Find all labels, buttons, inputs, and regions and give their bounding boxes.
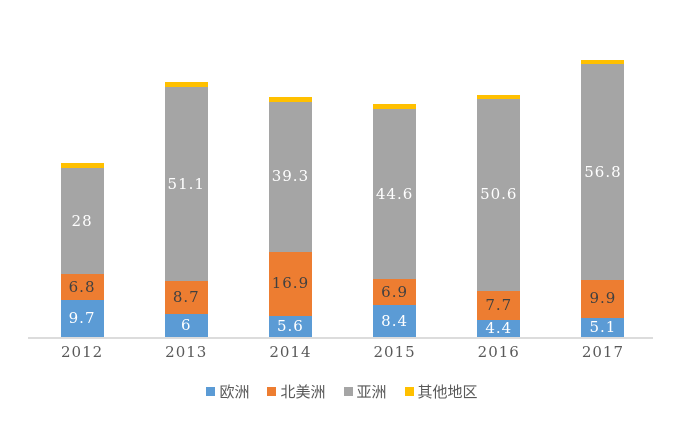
legend-item-north-america: 北美洲 (267, 381, 326, 402)
legend-label-other-regions: 其他地区 (417, 383, 478, 401)
bar-segment-north-america: 6.9 (373, 278, 417, 306)
legend-item-europe: 欧洲 (206, 381, 249, 402)
bar-segment-europe: 9.7 (60, 300, 104, 337)
bar-column-2015: 44.6 6.9 8.4 (343, 0, 447, 337)
bar-segment-other-regions (373, 104, 417, 110)
stacked-bar-2013: 51.1 8.7 6 (164, 82, 208, 337)
bar-segment-asia: 51.1 (164, 86, 208, 282)
x-axis-labels: 2012 2013 2014 2015 2016 2017 (30, 343, 655, 361)
data-label-asia-2015: 44.6 (375, 184, 414, 203)
bar-segment-europe: 5.6 (268, 315, 312, 337)
x-axis-line (28, 337, 653, 339)
legend-swatch-icon (267, 387, 277, 396)
bar-column-2012: 28 6.8 9.7 (30, 0, 134, 337)
legend-item-other-regions: 其他地区 (404, 381, 478, 402)
x-axis-label-2013: 2013 (165, 343, 208, 361)
bar-segment-asia: 50.6 (477, 98, 521, 292)
stacked-bar-2012: 28 6.8 9.7 (60, 163, 104, 337)
bar-segment-asia: 28 (60, 167, 104, 275)
bar-segment-north-america: 16.9 (268, 251, 312, 316)
bar-segment-europe: 5.1 (581, 317, 625, 337)
legend-label-asia: 亚洲 (356, 383, 387, 401)
x-axis-label-2017: 2017 (581, 343, 625, 361)
bar-segment-other-regions (60, 163, 104, 168)
legend: 欧洲 北美洲 亚洲 其他地区 (0, 381, 684, 402)
bar-segment-asia: 44.6 (373, 109, 417, 279)
data-label-asia-2013: 51.1 (167, 174, 205, 193)
stacked-bar-2015: 44.6 6.9 8.4 (373, 104, 417, 337)
bar-column-2016: 50.6 7.7 4.4 (447, 0, 551, 337)
bar-segment-north-america: 9.9 (581, 280, 625, 318)
data-label-asia-2016: 50.6 (480, 185, 518, 204)
data-label-europe-2013: 6 (180, 316, 192, 335)
x-axis-label-2016: 2016 (477, 343, 520, 361)
bar-column-2017: 56.8 9.9 5.1 (551, 0, 655, 337)
stacked-bar-2014: 39.3 16.9 5.6 (268, 96, 312, 337)
legend-swatch-icon (404, 387, 414, 396)
bar-segment-other-regions (581, 60, 625, 65)
stacked-bar-2017: 56.8 9.9 5.1 (581, 60, 625, 337)
legend-swatch-icon (343, 387, 353, 396)
data-label-north-america-2016: 7.7 (485, 296, 513, 315)
x-axis-label-2015: 2015 (373, 343, 416, 361)
bar-segment-north-america: 7.7 (477, 291, 521, 321)
data-label-asia-2017: 56.8 (584, 162, 622, 181)
data-label-asia-2014: 39.3 (271, 167, 310, 186)
bar-segment-asia: 39.3 (268, 102, 312, 252)
data-label-asia-2012: 28 (71, 211, 93, 230)
data-label-north-america-2014: 16.9 (271, 274, 310, 293)
data-label-europe-2017: 5.1 (589, 317, 617, 336)
data-label-north-america-2017: 9.9 (589, 289, 617, 308)
data-label-north-america-2012: 6.8 (68, 277, 96, 296)
x-axis-label-2014: 2014 (269, 343, 312, 361)
data-label-europe-2012: 9.7 (68, 309, 96, 328)
stacked-bar-2016: 50.6 7.7 4.4 (477, 94, 521, 338)
bar-segment-other-regions (477, 94, 521, 99)
bar-segment-europe: 6 (164, 314, 208, 337)
legend-item-asia: 亚洲 (343, 381, 387, 402)
data-label-north-america-2013: 8.7 (172, 288, 200, 307)
bar-segment-other-regions (268, 96, 312, 103)
x-axis-label-2012: 2012 (60, 343, 104, 361)
legend-label-north-america: 北美洲 (280, 383, 326, 401)
bar-segment-north-america: 8.7 (164, 281, 208, 315)
bar-column-2014: 39.3 16.9 5.6 (238, 0, 342, 337)
data-label-europe-2015: 8.4 (381, 311, 409, 330)
data-label-europe-2016: 4.4 (485, 319, 513, 338)
legend-swatch-icon (206, 387, 216, 396)
legend-label-europe: 欧洲 (219, 383, 250, 401)
bar-segment-north-america: 6.8 (60, 274, 104, 301)
plot-area: 28 6.8 9.7 51.1 8.7 6 39.3 16.9 5.6 44.6 6.9 8.4 50.… (30, 0, 655, 337)
bar-segment-asia: 56.8 (581, 64, 625, 281)
bar-segment-europe: 4.4 (477, 319, 521, 338)
data-label-europe-2014: 5.6 (276, 316, 304, 335)
data-label-north-america-2015: 6.9 (381, 282, 409, 301)
bar-segment-europe: 8.4 (373, 305, 417, 337)
bar-segment-other-regions (164, 82, 208, 87)
bar-column-2013: 51.1 8.7 6 (134, 0, 238, 337)
